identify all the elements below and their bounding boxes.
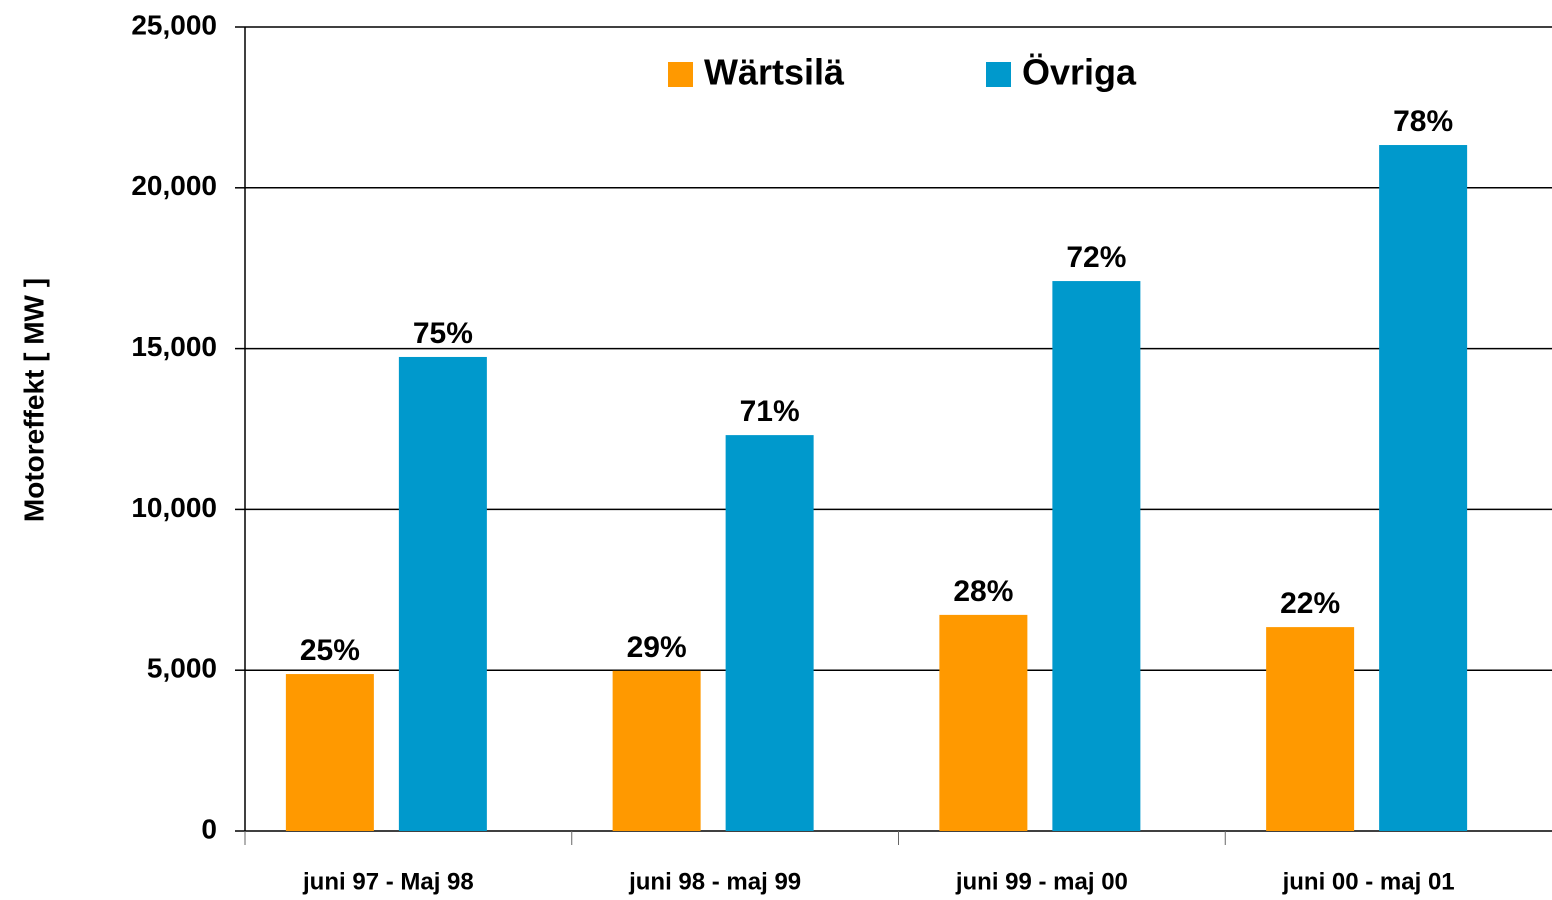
y-tick-label: 25,000 xyxy=(131,9,217,40)
data-label: 78% xyxy=(1393,105,1453,138)
x-tick-label: juni 98 - maj 99 xyxy=(628,868,801,895)
x-tick-label: juni 00 - maj 01 xyxy=(1282,868,1455,895)
data-label: 22% xyxy=(1280,587,1340,620)
bar xyxy=(1052,281,1141,832)
data-label: 71% xyxy=(740,395,800,428)
x-tick-label: juni 97 - Maj 98 xyxy=(302,868,474,895)
data-label: 72% xyxy=(1066,241,1126,274)
bar xyxy=(1266,627,1355,831)
bar xyxy=(939,614,1028,831)
legend-swatch xyxy=(668,62,693,87)
x-tick-label: juni 99 - maj 00 xyxy=(955,868,1128,895)
bar xyxy=(398,356,487,831)
bar xyxy=(725,435,814,831)
y-tick-label: 20,000 xyxy=(131,170,217,201)
y-axis-label: Motoreffekt [ MW ] xyxy=(18,278,49,522)
y-tick-label: 15,000 xyxy=(131,331,217,362)
data-label: 75% xyxy=(413,317,473,350)
data-label: 29% xyxy=(627,631,687,664)
legend-swatch xyxy=(986,62,1011,87)
bar xyxy=(612,670,701,831)
bar xyxy=(1379,145,1468,831)
y-tick-label: 5,000 xyxy=(147,653,217,684)
y-tick-label: 10,000 xyxy=(131,492,217,523)
data-label: 25% xyxy=(300,634,360,667)
bar xyxy=(285,674,374,831)
legend-label: Wärtsilä xyxy=(704,52,845,93)
data-label: 28% xyxy=(953,575,1013,608)
y-tick-label: 0 xyxy=(201,813,217,844)
legend-label: Övriga xyxy=(1022,52,1137,93)
